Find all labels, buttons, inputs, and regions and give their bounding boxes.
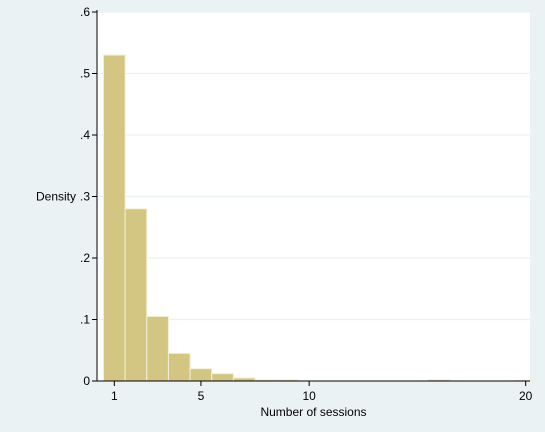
x-axis-title: Number of sessions xyxy=(260,405,366,419)
y-tick-label: .3 xyxy=(80,190,90,204)
x-tick-label: 20 xyxy=(519,389,533,403)
gridlines xyxy=(97,11,530,321)
bars xyxy=(102,54,537,382)
y-tick-label: .4 xyxy=(80,128,90,142)
y-tick-label: .1 xyxy=(80,313,90,327)
y-tick-label: .2 xyxy=(80,251,90,265)
y-axis-ticks: 0 .1 .2 .3 .4 .5 .6 xyxy=(80,5,97,388)
x-tick-label: 1 xyxy=(111,389,118,403)
histogram-bar xyxy=(189,368,213,382)
y-tick-label: .5 xyxy=(80,67,90,81)
histogram-bar xyxy=(124,208,148,382)
y-axis-title: Density xyxy=(36,190,76,204)
histogram-bar xyxy=(211,373,234,382)
histogram-bar xyxy=(102,54,126,382)
x-tick-label: 10 xyxy=(302,389,316,403)
x-axis-ticks: 1 5 10 20 xyxy=(111,381,533,403)
y-tick-label: 0 xyxy=(83,374,90,388)
x-tick-label: 5 xyxy=(198,389,205,403)
y-tick-label: .6 xyxy=(80,5,90,19)
histogram-bar xyxy=(146,315,169,382)
histogram-bar xyxy=(167,352,191,382)
